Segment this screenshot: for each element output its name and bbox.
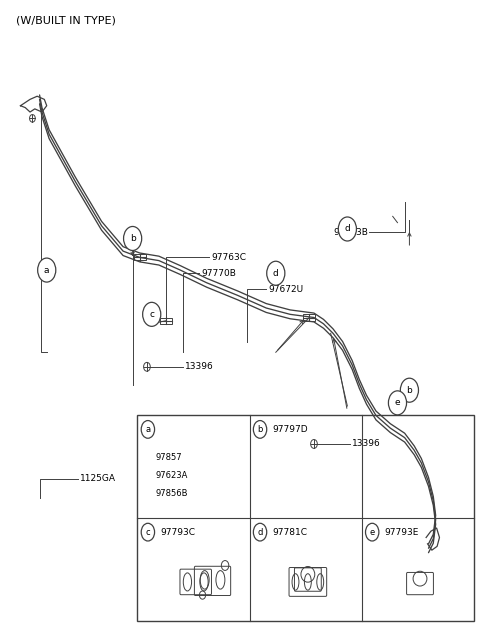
Bar xyxy=(137,415,474,621)
Circle shape xyxy=(141,420,155,438)
Text: a: a xyxy=(145,425,150,434)
Text: c: c xyxy=(145,528,150,537)
Text: 97623A: 97623A xyxy=(156,471,188,480)
Circle shape xyxy=(338,217,357,241)
Text: c: c xyxy=(149,310,154,319)
Circle shape xyxy=(365,523,379,541)
Text: e: e xyxy=(395,398,400,407)
Text: 97781C: 97781C xyxy=(273,528,308,537)
Text: 13396: 13396 xyxy=(185,363,214,371)
Text: b: b xyxy=(130,234,135,243)
Circle shape xyxy=(37,258,56,282)
Text: e: e xyxy=(370,528,375,537)
Text: 97773B: 97773B xyxy=(333,228,368,237)
Circle shape xyxy=(400,378,419,402)
Circle shape xyxy=(123,227,142,250)
Text: (W/BUILT IN TYPE): (W/BUILT IN TYPE) xyxy=(16,15,116,25)
Bar xyxy=(134,255,145,260)
Text: b: b xyxy=(407,385,412,395)
Bar xyxy=(303,314,315,321)
Bar xyxy=(160,318,172,324)
Text: 97857: 97857 xyxy=(156,453,182,462)
Text: b: b xyxy=(257,425,263,434)
Text: 97770B: 97770B xyxy=(202,269,237,277)
Circle shape xyxy=(143,302,161,326)
Text: d: d xyxy=(273,269,279,277)
Text: 1125GA: 1125GA xyxy=(80,474,116,483)
Text: 97793E: 97793E xyxy=(384,528,419,537)
Text: 97793C: 97793C xyxy=(160,528,195,537)
Circle shape xyxy=(141,523,155,541)
Text: d: d xyxy=(345,225,350,234)
Text: d: d xyxy=(257,528,263,537)
Circle shape xyxy=(388,391,407,415)
Circle shape xyxy=(267,261,285,285)
Text: 97797D: 97797D xyxy=(273,425,308,434)
Text: 97856B: 97856B xyxy=(156,489,188,498)
Circle shape xyxy=(253,523,267,541)
Text: 13396: 13396 xyxy=(352,439,381,448)
Text: 97672U: 97672U xyxy=(269,284,304,293)
Text: 97763C: 97763C xyxy=(211,253,246,262)
Circle shape xyxy=(253,420,267,438)
Text: a: a xyxy=(44,265,49,274)
